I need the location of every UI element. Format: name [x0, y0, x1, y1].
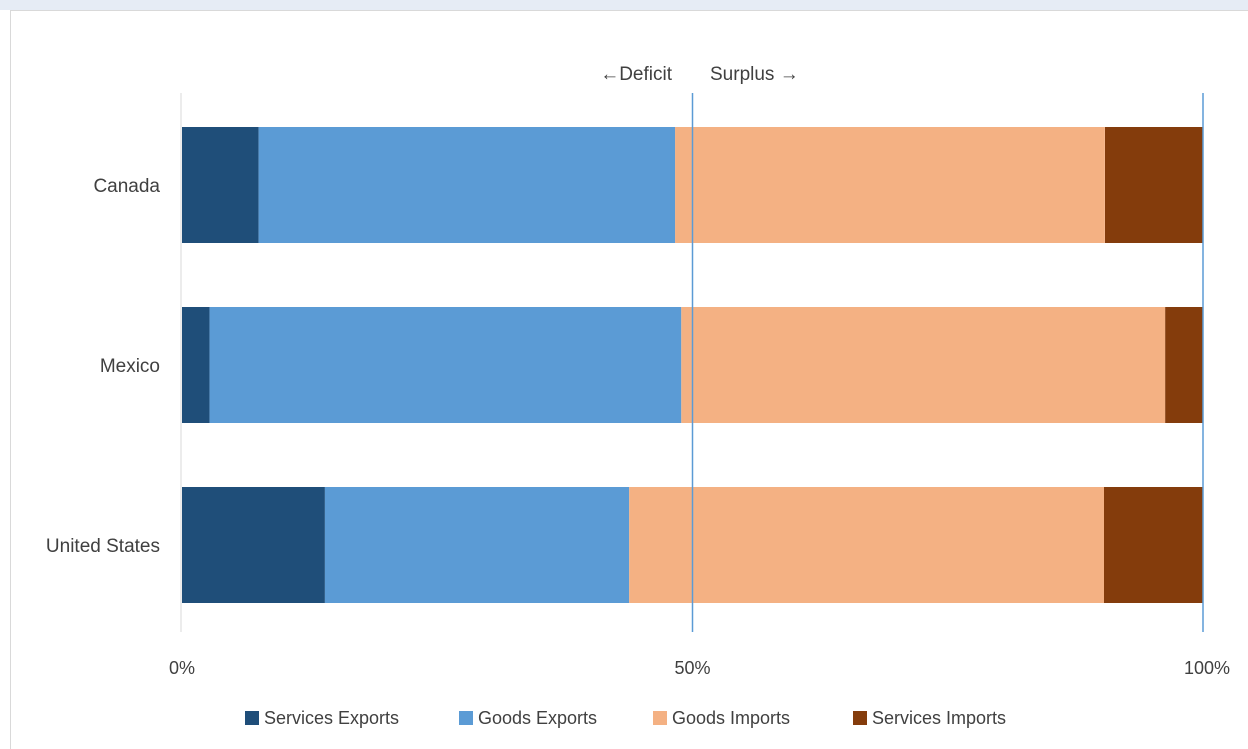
legend-label-services-exports: Services Exports	[264, 708, 399, 728]
legend-swatch-goods-exports	[459, 711, 473, 725]
legend-label-services-imports: Services Imports	[872, 708, 1006, 728]
bar-united-states-goods-exports	[324, 487, 630, 603]
x-tick-label-1: 50%	[674, 658, 710, 678]
annotation-surplus: Surplus →	[710, 64, 799, 85]
bar-mexico-services-exports	[182, 307, 210, 423]
legend-swatch-services-imports	[853, 711, 867, 725]
window-top-strip	[0, 0, 1248, 10]
x-tick-label-2: 100%	[1184, 658, 1230, 678]
category-label-mexico: Mexico	[100, 356, 160, 377]
bar-mexico-goods-imports	[681, 307, 1166, 423]
bar-mexico-goods-exports	[209, 307, 682, 423]
bar-united-states-goods-imports	[629, 487, 1104, 603]
bar-canada-goods-exports	[258, 127, 676, 243]
legend-swatch-goods-imports	[653, 711, 667, 725]
legend-label-goods-imports: Goods Imports	[672, 708, 790, 728]
bar-united-states-services-imports	[1104, 487, 1203, 603]
bar-united-states-services-exports	[182, 487, 325, 603]
legend-label-goods-exports: Goods Exports	[478, 708, 597, 728]
bar-canada-services-imports	[1105, 127, 1203, 243]
legend-swatch-services-exports	[245, 711, 259, 725]
category-label-united-states: United States	[46, 536, 160, 557]
x-tick-label-0: 0%	[169, 658, 195, 678]
annotation-deficit: ←Deficit	[600, 64, 673, 85]
bar-mexico-services-imports	[1165, 307, 1203, 423]
bar-canada-services-exports	[182, 127, 259, 243]
category-label-canada: Canada	[93, 176, 160, 197]
bar-canada-goods-imports	[675, 127, 1105, 243]
